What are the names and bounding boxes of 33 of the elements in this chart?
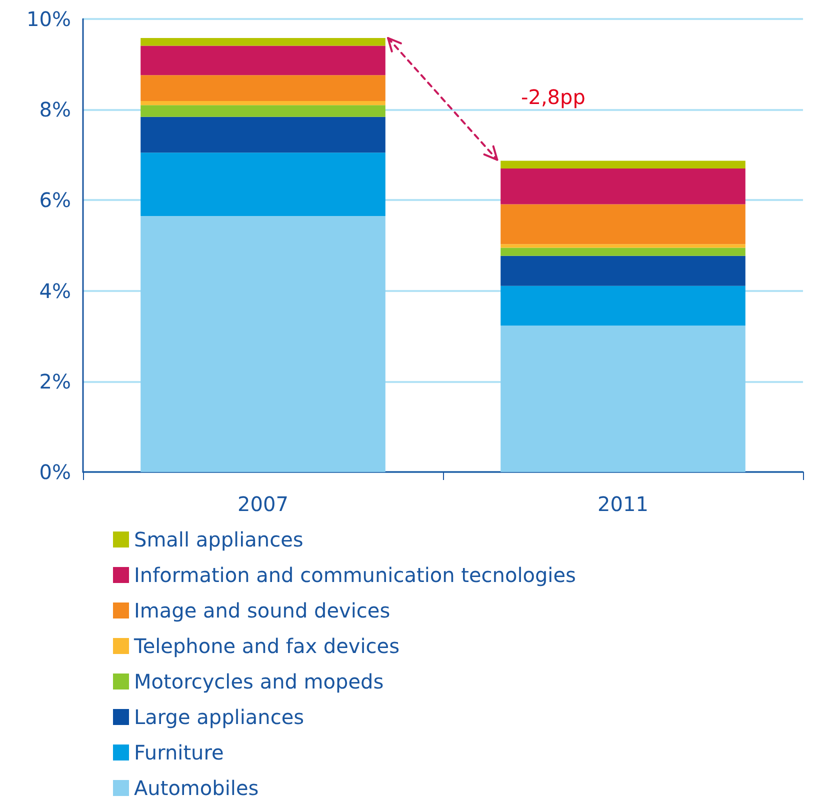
bar — [140, 116, 386, 153]
legend-label: Furniture — [134, 740, 224, 764]
x-tick-label: 2007 — [238, 492, 288, 516]
bar — [500, 326, 746, 472]
legend-label: Automobiles — [134, 776, 259, 800]
bar — [500, 168, 746, 204]
bar — [500, 286, 746, 326]
bar — [500, 248, 746, 256]
annotation: -2,8pp — [521, 85, 586, 109]
legend-label: Large appliances — [134, 705, 304, 729]
y-tick-label: 2% — [39, 369, 71, 394]
bar — [140, 105, 386, 117]
y-tick-label: 6% — [39, 188, 71, 212]
y-tick-label: 8% — [39, 98, 71, 122]
bar — [140, 216, 386, 472]
bar — [140, 75, 386, 101]
legend-label: Telephone and fax devices — [133, 634, 400, 658]
y-tick-label: 0% — [39, 460, 71, 484]
bar — [140, 152, 386, 216]
bar — [500, 204, 746, 244]
bar — [500, 256, 746, 286]
legend-label: Small appliances — [134, 528, 304, 552]
x-tick-label: 2011 — [598, 492, 648, 516]
y-tick-label: 10% — [26, 7, 71, 31]
y-tick-label: 4% — [39, 278, 71, 303]
bar — [500, 160, 746, 168]
legend-label: Image and sound devices — [134, 598, 390, 622]
bar — [140, 46, 386, 76]
bar — [140, 100, 386, 106]
bar — [500, 244, 746, 248]
legend-label: Information and communication tecnologies — [134, 563, 576, 587]
legend-label: Motorcycles and mopeds — [134, 670, 384, 694]
bar — [140, 38, 386, 46]
